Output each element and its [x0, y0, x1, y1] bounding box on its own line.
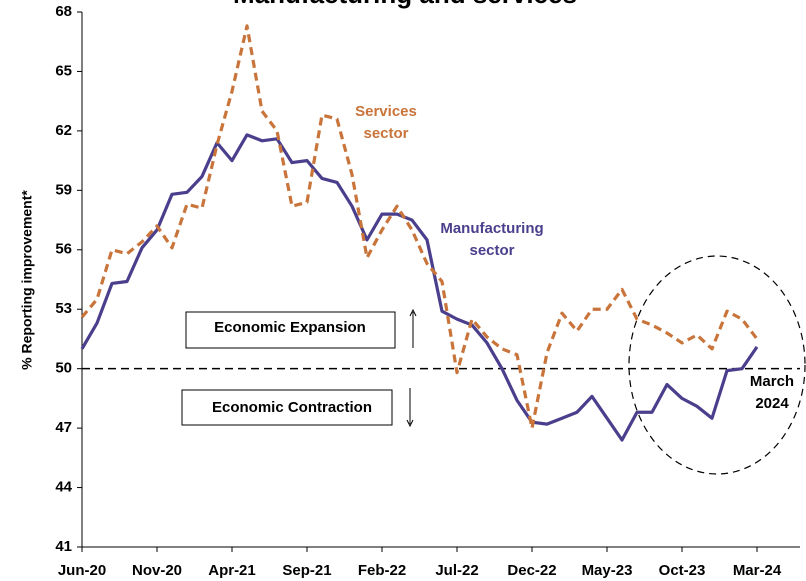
y-tick-label: 53 [55, 300, 72, 317]
annotation: 2024 [755, 395, 789, 412]
x-tick-label: Nov-20 [132, 562, 182, 579]
x-tick-label: Feb-22 [358, 562, 406, 579]
highlight-ellipse [628, 255, 806, 475]
y-tick-label: 62 [55, 122, 72, 139]
y-tick-label: 44 [55, 479, 72, 496]
chart-title: Manufacturing and services [233, 0, 577, 9]
x-tick-label: Jun-20 [58, 562, 106, 579]
series-line [80, 133, 759, 442]
series-line [80, 24, 759, 430]
y-tick-label: 68 [55, 3, 72, 20]
y-tick-label: 50 [55, 360, 72, 377]
y-tick-label: 59 [55, 181, 72, 198]
x-tick-label: Jul-22 [435, 562, 478, 579]
y-tick-label: 56 [55, 241, 72, 258]
x-tick-label: Sep-21 [282, 562, 331, 579]
x-tick-label: May-23 [582, 562, 633, 579]
series-label: Services [355, 103, 417, 120]
x-tick-label: Dec-22 [507, 562, 556, 579]
arrow-head [409, 308, 417, 317]
y-axis-label: % Reporting improvement* [19, 190, 35, 370]
series-label: Manufacturing [440, 220, 543, 237]
contraction-box [181, 389, 393, 426]
x-tick-label: Apr-21 [208, 562, 256, 579]
series-label: sector [363, 125, 408, 142]
y-tick-label: 47 [55, 419, 72, 436]
x-tick-label: Oct-23 [659, 562, 706, 579]
annotation: March [750, 373, 794, 390]
expansion-box [185, 311, 396, 349]
series-label: sector [469, 242, 514, 259]
x-tick-label: Mar-24 [733, 562, 782, 579]
annotation: Economic Contraction [212, 399, 372, 416]
y-tick-label: 41 [55, 538, 72, 555]
y-tick-label: 65 [55, 62, 72, 79]
annotation: Economic Expansion [214, 319, 366, 336]
arrow-head [406, 419, 414, 428]
